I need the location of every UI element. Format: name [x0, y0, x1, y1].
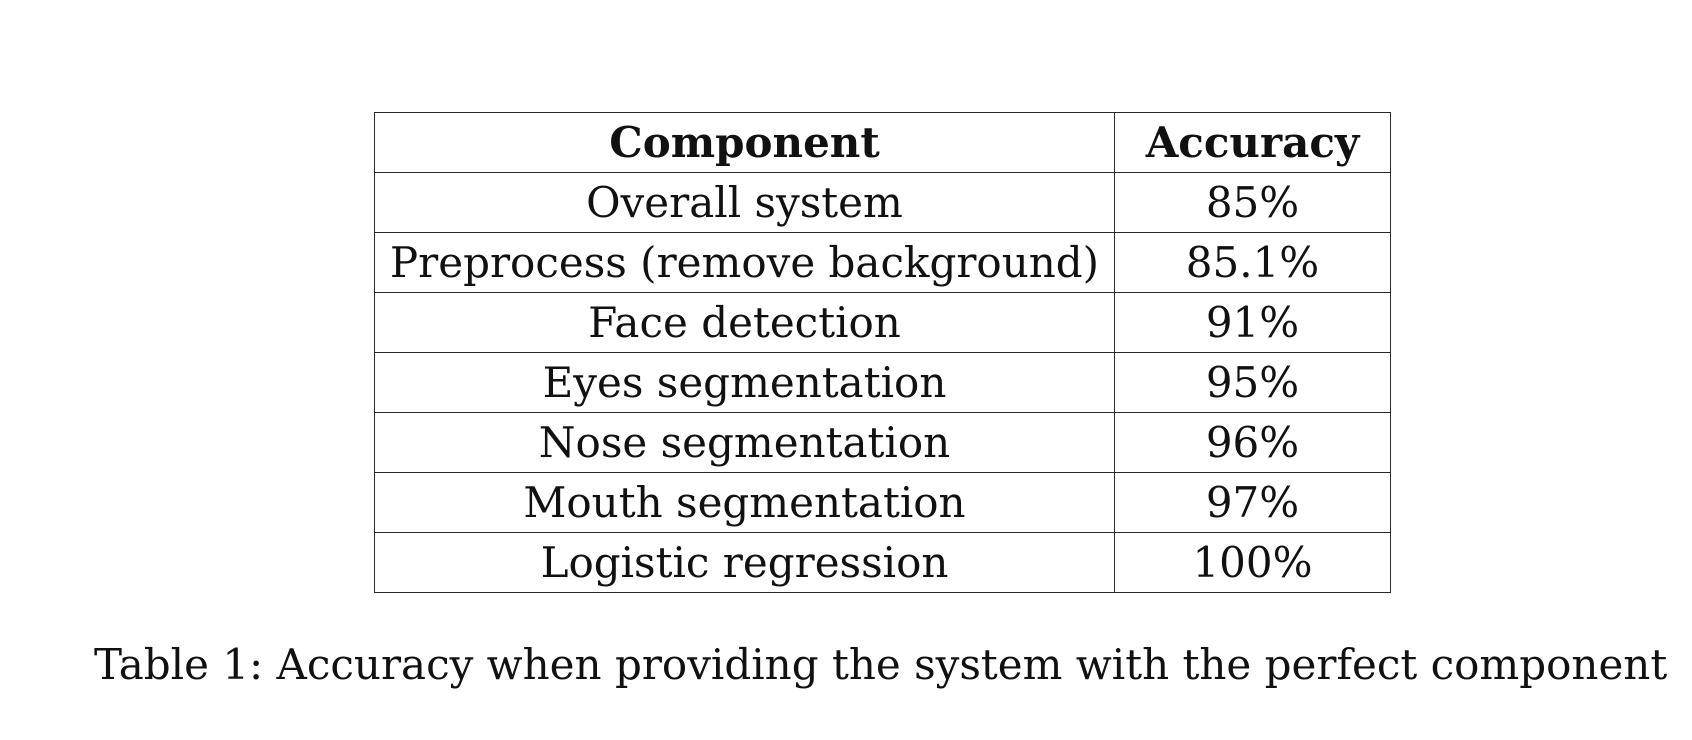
table-header-row: Component Accuracy [374, 112, 1391, 173]
accuracy-cell: 95% [1114, 352, 1391, 413]
accuracy-cell: 100% [1114, 532, 1391, 593]
component-cell: Preprocess (remove background) [374, 232, 1115, 293]
component-cell: Mouth segmentation [374, 472, 1115, 533]
component-cell: Nose segmentation [374, 412, 1115, 473]
table-row: Preprocess (remove background) 85.1% [374, 232, 1391, 293]
table-row: Overall system 85% [374, 172, 1391, 233]
accuracy-cell: 85% [1114, 172, 1391, 233]
table-row: Logistic regression 100% [374, 532, 1391, 593]
table-row: Eyes segmentation 95% [374, 352, 1391, 413]
accuracy-table: Component Accuracy Overall system 85% Pr… [374, 112, 1391, 593]
accuracy-cell: 85.1% [1114, 232, 1391, 293]
table-row: Mouth segmentation 97% [374, 472, 1391, 533]
component-cell: Logistic regression [374, 532, 1115, 593]
table-row: Nose segmentation 96% [374, 412, 1391, 473]
component-cell: Overall system [374, 172, 1115, 233]
accuracy-cell: 97% [1114, 472, 1391, 533]
table-row: Face detection 91% [374, 292, 1391, 353]
accuracy-cell: 96% [1114, 412, 1391, 473]
accuracy-cell: 91% [1114, 292, 1391, 353]
component-cell: Eyes segmentation [374, 352, 1115, 413]
header-component: Component [374, 112, 1115, 173]
table-caption: Table 1: Accuracy when providing the sys… [94, 640, 1668, 689]
component-cell: Face detection [374, 292, 1115, 353]
header-accuracy: Accuracy [1114, 112, 1391, 173]
